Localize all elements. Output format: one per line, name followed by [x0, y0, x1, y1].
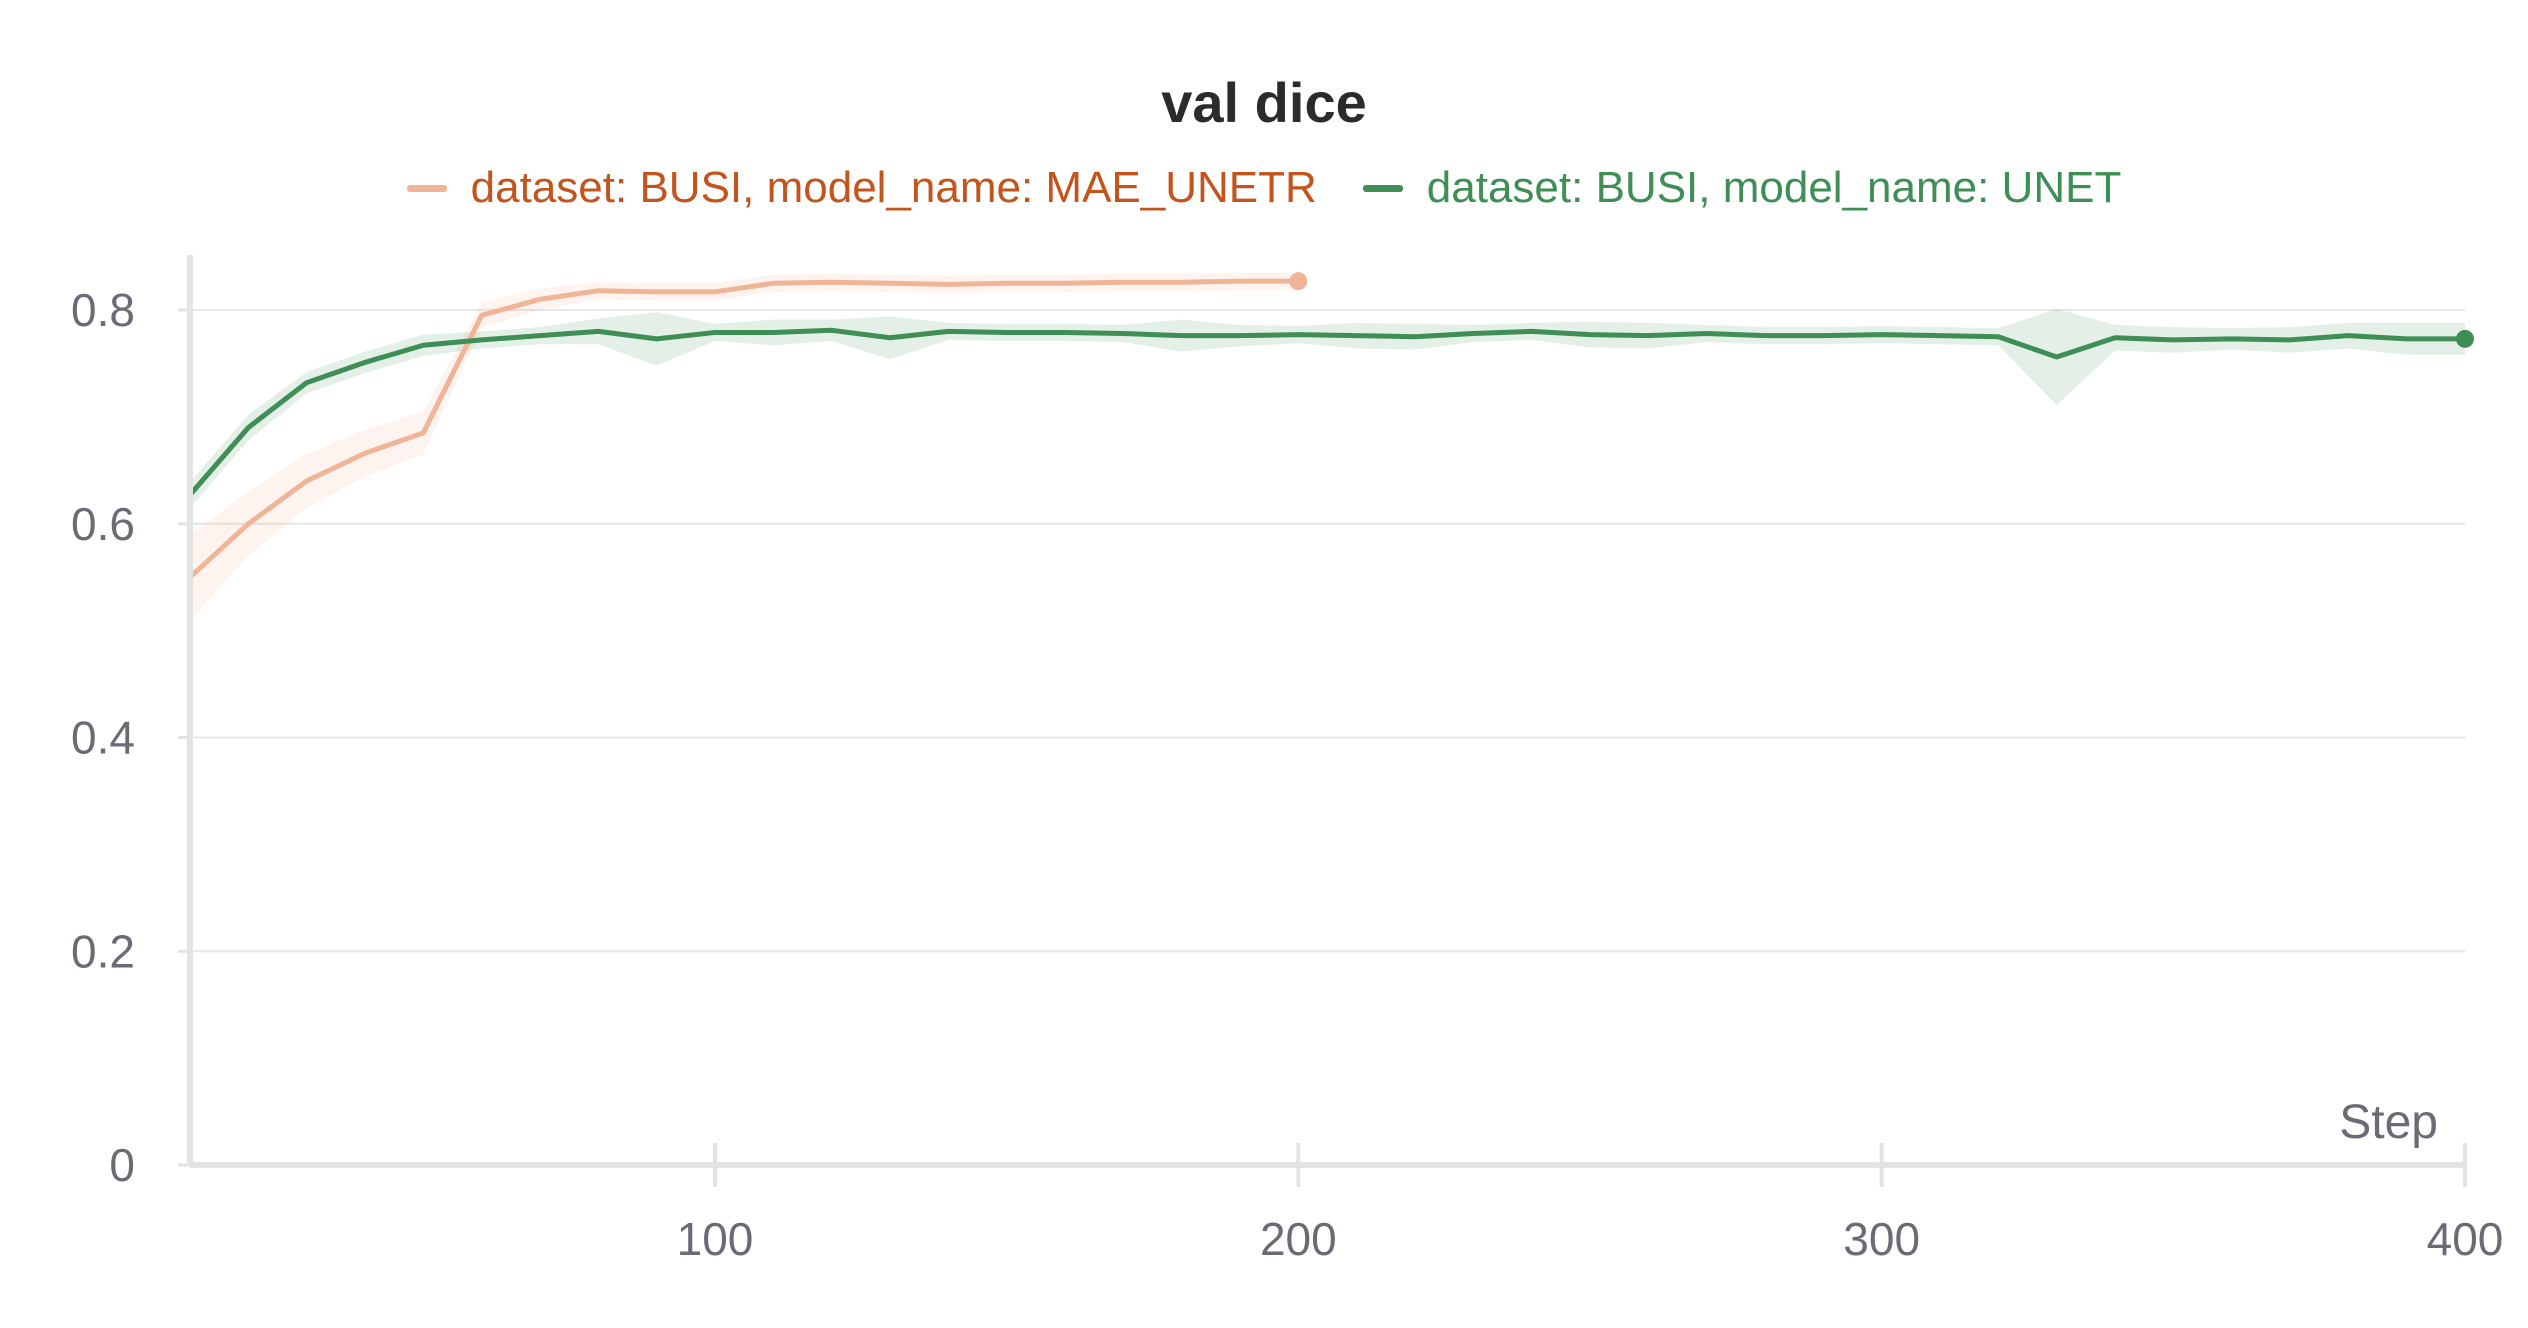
x-axis-label: Step	[2339, 1096, 2438, 1149]
x-tick-label: 100	[677, 1213, 754, 1265]
band-mae-unetr	[190, 272, 1299, 620]
endpoint-mae-unetr	[1289, 272, 1308, 291]
y-tick-label: 0.8	[71, 284, 135, 336]
legend-label-mae-unetr: dataset: BUSI, model_name: MAE_UNETR	[470, 163, 1317, 212]
x-tick-label: 300	[1843, 1213, 1920, 1265]
y-tick-label: 0.6	[71, 498, 135, 550]
y-tick-label: 0	[109, 1139, 135, 1191]
series-line-mae-unetr	[188, 278, 1299, 580]
chart-title: val dice	[1161, 71, 1367, 134]
legend-label-unet: dataset: BUSI, model_name: UNET	[1426, 163, 2122, 212]
x-tick-label: 200	[1260, 1213, 1337, 1265]
endpoint-unet	[2456, 329, 2474, 348]
axes	[187, 255, 2465, 1168]
legend-item-mae-unetr[interactable]: dataset: BUSI, model_name: MAE_UNETR	[406, 163, 1317, 213]
ticks: 0 0.2 0.4 0.6 0.8 100 200 300 400	[71, 284, 2503, 1265]
series-lines	[188, 272, 2474, 580]
grid	[190, 309, 2465, 953]
y-tick-label: 0.4	[71, 712, 135, 764]
legend-swatch-mae-unetr	[406, 184, 447, 192]
legend: dataset: BUSI, model_name: MAE_UNETR dat…	[0, 163, 2528, 213]
legend-item-unet[interactable]: dataset: BUSI, model_name: UNET	[1362, 163, 2122, 213]
legend-swatch-unet	[1362, 184, 1403, 192]
band-unet	[190, 308, 2465, 508]
confidence-bands	[190, 272, 2465, 620]
series-line-unet	[188, 327, 2465, 497]
y-tick-label: 0.2	[71, 925, 135, 977]
x-tick-label: 400	[2427, 1213, 2504, 1265]
